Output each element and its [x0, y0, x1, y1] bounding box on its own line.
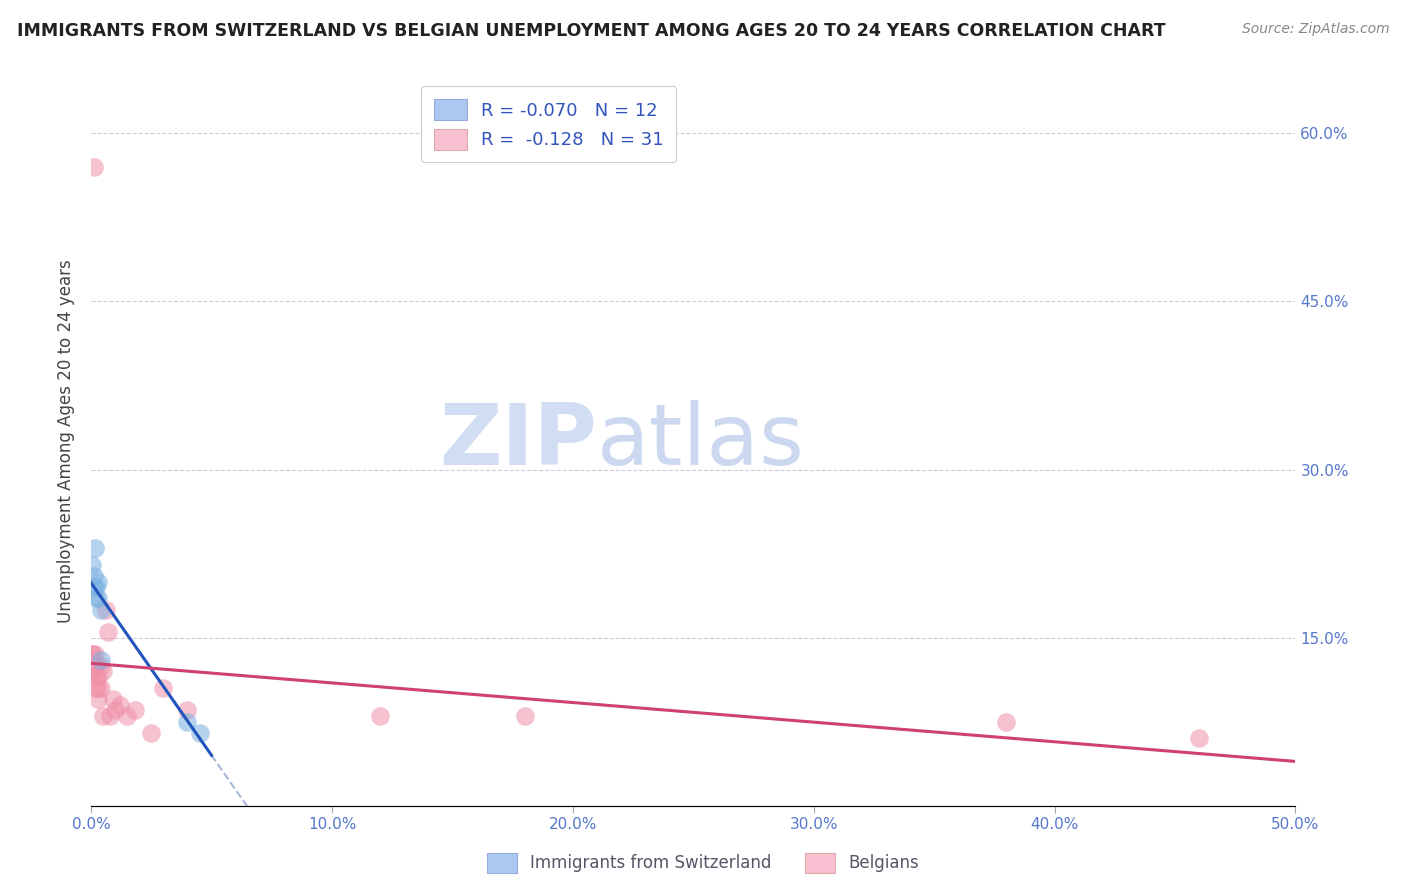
Point — [176, 703, 198, 717]
Point — [82, 664, 104, 678]
Point — [100, 709, 122, 723]
Text: IMMIGRANTS FROM SWITZERLAND VS BELGIAN UNEMPLOYMENT AMONG AGES 20 TO 24 YEARS CO: IMMIGRANTS FROM SWITZERLAND VS BELGIAN U… — [17, 22, 1166, 40]
Point — [90, 653, 112, 667]
Point — [368, 709, 391, 723]
Point — [90, 602, 112, 616]
Point — [90, 681, 112, 695]
Point — [84, 580, 107, 594]
Point — [97, 624, 120, 639]
Y-axis label: Unemployment Among Ages 20 to 24 years: Unemployment Among Ages 20 to 24 years — [58, 260, 75, 624]
Point — [87, 574, 110, 589]
Point — [91, 709, 114, 723]
Point — [87, 692, 110, 706]
Legend: Immigrants from Switzerland, Belgians: Immigrants from Switzerland, Belgians — [481, 847, 925, 880]
Point — [80, 648, 103, 662]
Point — [83, 664, 105, 678]
Point — [84, 681, 107, 695]
Point — [141, 726, 163, 740]
Point — [117, 709, 139, 723]
Text: ZIP: ZIP — [439, 400, 598, 483]
Point — [101, 692, 124, 706]
Point — [90, 658, 112, 673]
Point — [83, 648, 105, 662]
Point — [176, 714, 198, 729]
Point — [1188, 731, 1211, 746]
Point — [152, 681, 174, 695]
Point — [104, 703, 127, 717]
Point — [83, 541, 105, 555]
Point — [83, 569, 105, 583]
Point — [124, 703, 146, 717]
Text: Source: ZipAtlas.com: Source: ZipAtlas.com — [1241, 22, 1389, 37]
Point — [82, 648, 104, 662]
Point — [108, 698, 131, 712]
Point — [87, 670, 110, 684]
Point — [84, 670, 107, 684]
Point — [995, 714, 1018, 729]
Point — [91, 664, 114, 678]
Point — [94, 602, 117, 616]
Point — [84, 658, 107, 673]
Point — [87, 591, 110, 606]
Point — [83, 160, 105, 174]
Point — [87, 681, 110, 695]
Legend: R = -0.070   N = 12, R =  -0.128   N = 31: R = -0.070 N = 12, R = -0.128 N = 31 — [422, 87, 676, 162]
Text: atlas: atlas — [598, 400, 806, 483]
Point — [82, 558, 104, 572]
Point — [83, 580, 105, 594]
Point — [188, 726, 211, 740]
Point — [513, 709, 536, 723]
Point — [84, 591, 107, 606]
